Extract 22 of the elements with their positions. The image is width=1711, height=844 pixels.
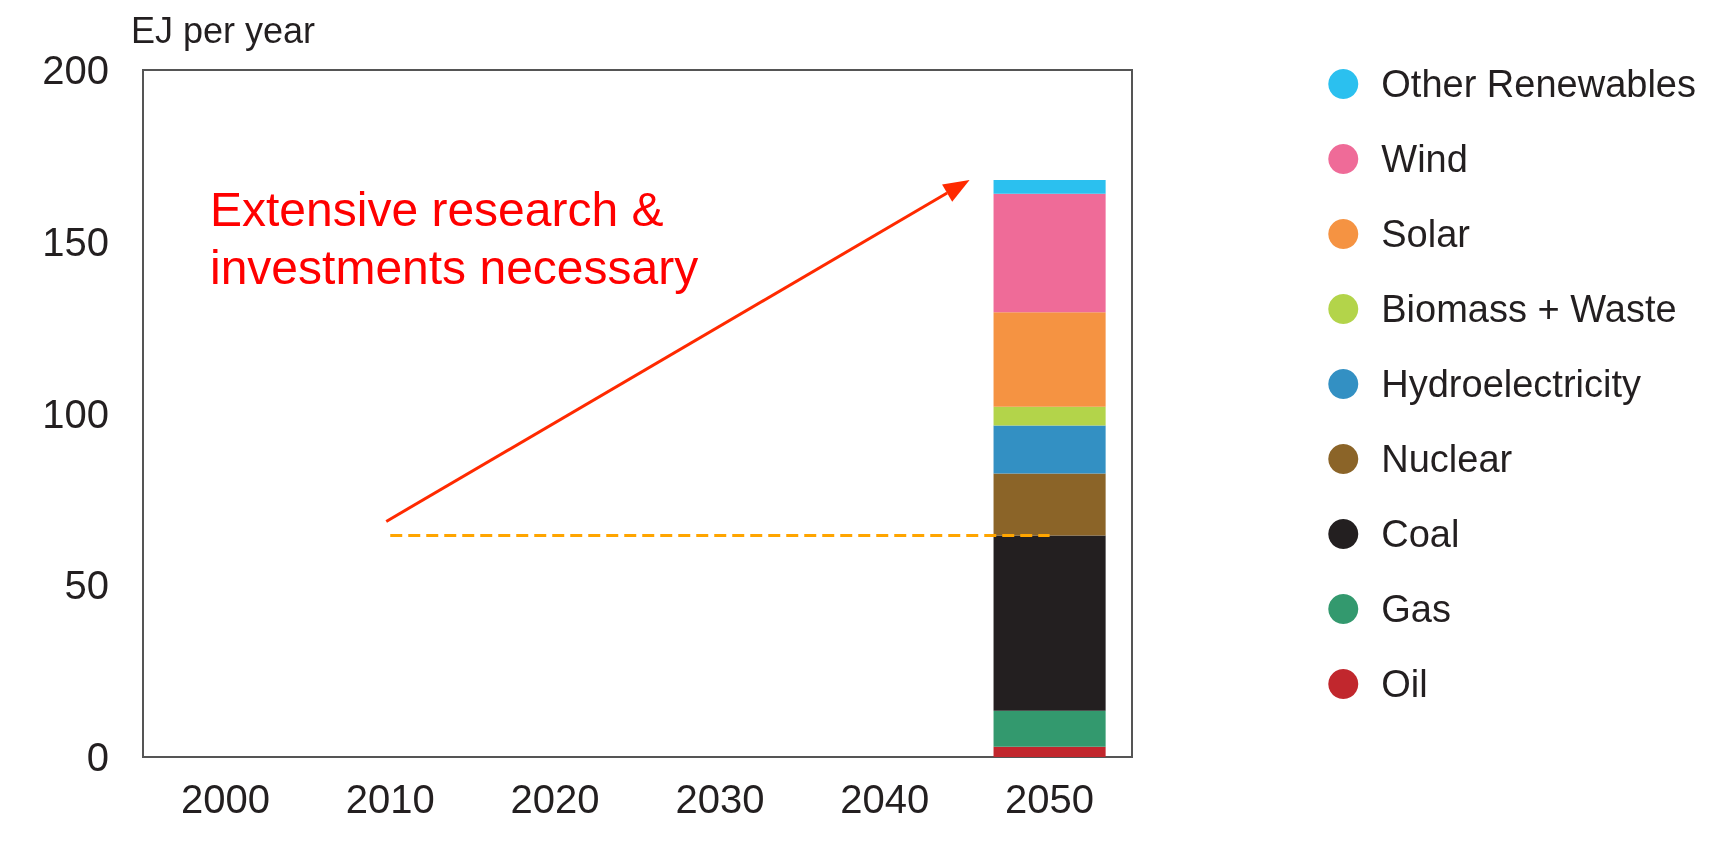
annotation: Extensive research & investments necessary xyxy=(210,182,699,294)
legend-label: Oil xyxy=(1381,663,1428,705)
legend-label: Biomass + Waste xyxy=(1381,288,1677,330)
x-tick-label: 2000 xyxy=(180,777,270,821)
x-tick-label: 2050 xyxy=(1005,777,1095,821)
x-tick-label: 2030 xyxy=(675,777,765,821)
legend-label: Nuclear xyxy=(1381,438,1513,480)
x-tick-label: 2010 xyxy=(345,777,435,821)
x-tick-label: 2040 xyxy=(840,777,930,821)
y-axis-title: EJ per year xyxy=(131,9,316,51)
y-tick-label: 0 xyxy=(86,735,109,779)
y-tick-label: 200 xyxy=(42,48,109,92)
y-tick-label: 100 xyxy=(42,391,109,436)
legend-label: Coal xyxy=(1381,513,1460,555)
legend-label: Wind xyxy=(1381,138,1468,180)
y-tick-label: 50 xyxy=(64,563,109,608)
legend-label: Gas xyxy=(1381,588,1451,630)
legend-label: Hydroelectricity xyxy=(1381,363,1642,405)
x-tick-label: 2020 xyxy=(510,777,600,821)
legend-label: Other Renewables xyxy=(1381,63,1697,105)
y-tick-label: 150 xyxy=(42,219,109,264)
legend-label: Solar xyxy=(1381,213,1471,255)
